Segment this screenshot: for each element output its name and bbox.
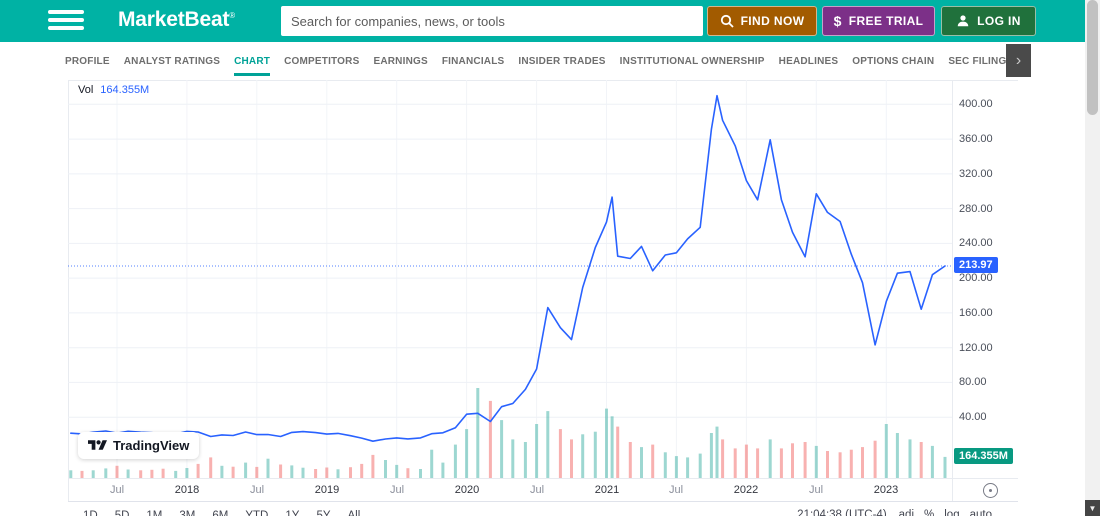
axis-mode-auto[interactable]: auto: [969, 509, 992, 516]
volume-legend-label: Vol: [78, 84, 94, 96]
dollar-icon: $: [833, 13, 842, 29]
range-button-all[interactable]: All: [347, 510, 361, 516]
free-trial-button[interactable]: $ FREE TRIAL: [822, 6, 935, 36]
log-in-button[interactable]: LOG IN: [941, 6, 1036, 36]
nav-tabs: PROFILE ANALYST RATINGS CHART COMPETITORS EA…: [0, 44, 1030, 77]
range-buttons: 1D 5D 1M 3M 6M YTD 1Y 5Y All: [80, 509, 363, 516]
scroll-to-recent-icon[interactable]: [983, 483, 998, 498]
time-axis-label: Jul: [668, 484, 684, 496]
time-axis-label: 2019: [314, 484, 340, 496]
person-icon: [957, 15, 969, 27]
chart-top-divider: [68, 80, 1018, 81]
time-axis-label: Jul: [808, 484, 824, 496]
range-button-1y[interactable]: 1Y: [285, 510, 300, 516]
range-button-6m[interactable]: 6M: [212, 510, 229, 516]
time-axis-label: Jul: [389, 484, 405, 496]
page-scrollbar[interactable]: ▼: [1085, 0, 1100, 516]
chart-left-divider: [68, 80, 69, 501]
time-axis[interactable]: Jul 2018 Jul 2019 Jul 2020 Jul 2021 Jul 2022 Jul 20…: [68, 479, 952, 501]
tab-headlines[interactable]: HEADLINES: [778, 55, 839, 67]
tab-scroll-right-button[interactable]: ›: [1006, 44, 1031, 77]
scrollbar-thumb[interactable]: [1087, 0, 1098, 115]
time-axis-label: 2021: [594, 484, 620, 496]
volume-legend: Vol 164.355M: [78, 84, 149, 96]
price-axis-label: 40.00: [959, 411, 987, 423]
price-axis-label: 240.00: [959, 237, 993, 249]
price-axis-label: 120.00: [959, 342, 993, 354]
price-chart-plot-area[interactable]: [68, 80, 952, 478]
tab-profile[interactable]: PROFILE: [65, 55, 110, 67]
time-axis-divider: [68, 478, 1018, 479]
time-axis-label: 2020: [454, 484, 480, 496]
last-volume-badge: 164.355M: [954, 448, 1013, 464]
logo-text: MarketBeat: [118, 8, 230, 31]
search-box: [281, 6, 703, 36]
search-input[interactable]: [281, 6, 703, 36]
tab-financials[interactable]: FINANCIALS: [441, 55, 505, 67]
chevron-right-icon: ›: [1015, 51, 1022, 69]
price-axis[interactable]: 213.97 164.355M 40.00 80.00 120.00 160.00 20…: [952, 80, 1018, 478]
price-axis-label: 80.00: [959, 376, 987, 388]
axis-mode-adj[interactable]: adj: [898, 509, 915, 516]
tradingview-watermark-label: TradingView: [113, 438, 190, 453]
axis-mode-log[interactable]: log: [944, 509, 960, 516]
tradingview-logo-icon: [88, 440, 107, 450]
price-axis-label: 160.00: [959, 307, 993, 319]
time-axis-label: Jul: [529, 484, 545, 496]
tab-institutional-ownership[interactable]: INSTITUTIONAL OWNERSHIP: [619, 55, 765, 67]
hamburger-menu-icon[interactable]: [48, 10, 86, 32]
scrollbar-down-button[interactable]: ▼: [1085, 500, 1100, 516]
tab-earnings[interactable]: EARNINGS: [373, 55, 428, 67]
top-header-bar: MarketBeat® FIND NOW $ FREE TRIAL LOG IN: [0, 0, 1085, 42]
time-axis-label: Jul: [249, 484, 265, 496]
find-now-label: FIND NOW: [740, 14, 805, 28]
range-button-3m[interactable]: 3M: [179, 510, 196, 516]
clock-utc-label[interactable]: 21:04:38 (UTC-4): [797, 509, 887, 516]
price-axis-label: 320.00: [959, 168, 993, 180]
marketbeat-logo[interactable]: MarketBeat®: [118, 8, 235, 32]
tab-chart[interactable]: CHART: [234, 46, 271, 76]
arrow-down-icon: ▼: [1088, 503, 1097, 513]
tab-insider-trades[interactable]: INSIDER TRADES: [518, 55, 606, 67]
range-button-5y[interactable]: 5Y: [316, 510, 331, 516]
range-button-5d[interactable]: 5D: [114, 510, 130, 516]
price-axis-label: 360.00: [959, 133, 993, 145]
range-button-1d[interactable]: 1D: [83, 510, 98, 516]
volume-legend-value: 164.355M: [100, 84, 150, 96]
time-axis-label: 2018: [174, 484, 200, 496]
tab-analyst-ratings[interactable]: ANALYST RATINGS: [123, 55, 221, 67]
axis-mode-percent[interactable]: %: [924, 509, 935, 516]
tradingview-watermark[interactable]: TradingView: [78, 432, 200, 459]
price-axis-label: 200.00: [959, 272, 993, 284]
stock-chart-widget: Vol 164.355M 213.97 164.355M 40.00 80.00 1…: [68, 80, 1018, 516]
chart-footer-toolbar: 1D 5D 1M 3M 6M YTD 1Y 5Y All 21:04:38 (UTC-4) ad…: [68, 501, 1018, 516]
find-now-button[interactable]: FIND NOW: [707, 6, 817, 36]
range-button-ytd[interactable]: YTD: [245, 510, 269, 516]
price-axis-label: 280.00: [959, 203, 993, 215]
price-axis-divider: [952, 80, 953, 501]
footer-right-group: 21:04:38 (UTC-4) adj% log auto: [797, 509, 992, 516]
search-icon: [720, 14, 734, 28]
time-axis-label: Jul: [109, 484, 125, 496]
last-price-badge: 213.97: [954, 257, 998, 273]
log-in-label: LOG IN: [977, 14, 1021, 28]
registered-mark: ®: [229, 11, 235, 20]
chart-canvas: [68, 80, 952, 478]
tab-competitors[interactable]: COMPETITORS: [284, 55, 360, 67]
price-axis-label: 400.00: [959, 98, 993, 110]
axis-modes: adj% log auto: [899, 509, 992, 516]
range-button-1m[interactable]: 1M: [146, 510, 163, 516]
tab-options-chain[interactable]: OPTIONS CHAIN: [852, 55, 935, 67]
tab-sec-filings[interactable]: SEC FILINGS: [948, 55, 1014, 67]
free-trial-label: FREE TRIAL: [848, 14, 924, 28]
time-axis-label: 2022: [733, 484, 759, 496]
time-axis-label: 2023: [873, 484, 899, 496]
